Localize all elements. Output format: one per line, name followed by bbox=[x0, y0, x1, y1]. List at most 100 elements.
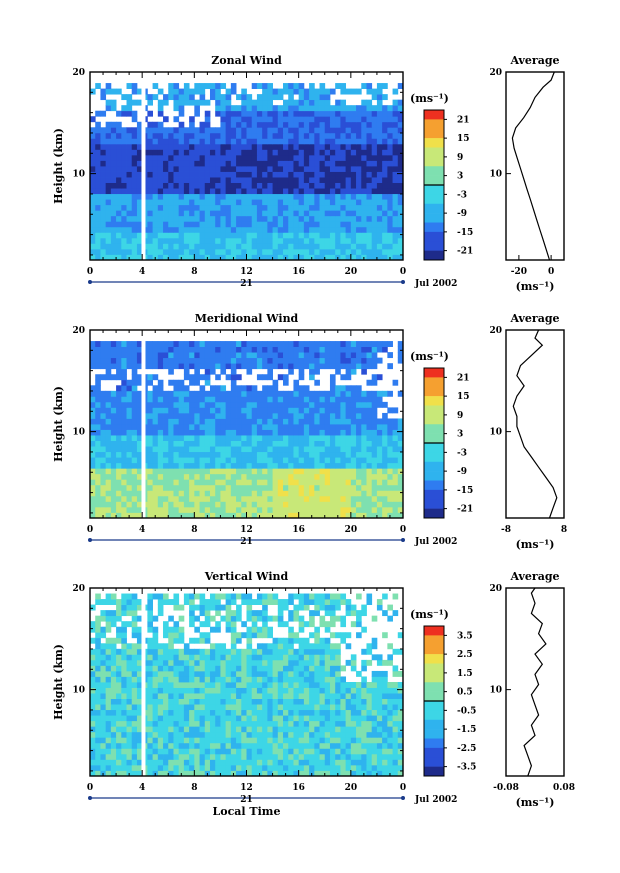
data-gap bbox=[141, 588, 146, 776]
colorbar-segment bbox=[424, 701, 444, 711]
colorbar-segment bbox=[424, 729, 444, 739]
colorbar-segment bbox=[424, 489, 444, 500]
colorbar-segment bbox=[424, 213, 444, 223]
average-y-tick-label: 20 bbox=[489, 326, 502, 336]
colorbar-tick-label: 9 bbox=[457, 153, 463, 163]
x-axis-label: Local Time bbox=[213, 805, 281, 818]
colorbar-tick-label: 21 bbox=[457, 373, 470, 383]
panel-0: Zonal Wind 0 4 8 12 16 20 0 10 20 Height (km) 21 Jul… bbox=[52, 54, 565, 293]
colorbar-segment bbox=[424, 738, 444, 749]
x-tick-label: 8 bbox=[191, 267, 197, 277]
panel-title: Vertical Wind bbox=[204, 570, 289, 583]
x-tick-label: 0 bbox=[87, 783, 93, 793]
colorbar-segment bbox=[424, 424, 444, 434]
panel-title: Meridional Wind bbox=[195, 312, 299, 325]
colorbar-segment bbox=[424, 138, 444, 148]
colorbar-tick-label: 3 bbox=[457, 430, 463, 440]
colorbar-segment bbox=[424, 377, 444, 388]
average-y-tick-label: 10 bbox=[489, 428, 502, 438]
y-tick-label: 20 bbox=[72, 326, 85, 336]
colorbar-tick-label: 2.5 bbox=[457, 650, 473, 660]
colorbar-segment bbox=[424, 508, 444, 519]
x-tick-label: 16 bbox=[292, 525, 305, 535]
heatmap-cells bbox=[90, 593, 404, 777]
average-y-tick-label: 10 bbox=[489, 686, 502, 696]
colorbar-segment bbox=[424, 166, 444, 176]
colorbar-segment bbox=[424, 747, 444, 758]
colorbar-tick-label: 3 bbox=[457, 172, 463, 182]
x-tick-label: 20 bbox=[345, 525, 358, 535]
panel-1: Meridional Wind 0 4 8 12 16 20 0 10 20 Height (km)… bbox=[52, 312, 567, 551]
colorbar-segment bbox=[424, 452, 444, 463]
colorbar-segment bbox=[424, 644, 444, 655]
colorbar-tick-label: -21 bbox=[457, 505, 473, 515]
colorbar-segment bbox=[424, 414, 444, 425]
colorbar-segment bbox=[424, 185, 444, 195]
colorbar-segment bbox=[424, 710, 444, 721]
colorbar-segment bbox=[424, 757, 444, 767]
data-gap bbox=[141, 72, 146, 260]
colorbar-segment bbox=[424, 433, 444, 444]
y-axis-label: Height (km) bbox=[52, 386, 65, 462]
average-profile-line bbox=[523, 587, 547, 777]
colorbar-segment bbox=[424, 194, 444, 205]
colorbar-segment bbox=[424, 499, 444, 509]
panel-title: Zonal Wind bbox=[211, 54, 282, 67]
colorbar-segment bbox=[424, 250, 444, 261]
colorbar-segment bbox=[424, 766, 444, 777]
heatmap-cells bbox=[90, 341, 404, 519]
average-x-tick-label: -0.08 bbox=[493, 783, 519, 793]
colorbar-segment bbox=[424, 396, 444, 406]
colorbar-segment bbox=[424, 672, 444, 683]
y-tick-label: 10 bbox=[72, 686, 85, 696]
average-title: Average bbox=[509, 54, 559, 67]
colorbar-tick-label: -3 bbox=[457, 190, 467, 200]
average-profile-line bbox=[512, 329, 558, 519]
x-tick-label: 8 bbox=[191, 525, 197, 535]
x-tick-label: 4 bbox=[139, 783, 145, 793]
colorbar-tick-label: -0.5 bbox=[457, 706, 476, 716]
data-gap bbox=[141, 330, 146, 518]
x-tick-label: 4 bbox=[139, 525, 145, 535]
average-y-tick-label: 10 bbox=[489, 170, 502, 180]
colorbar-segment bbox=[424, 156, 444, 167]
x-tick-label: 8 bbox=[191, 783, 197, 793]
colorbar-segment bbox=[424, 222, 444, 233]
colorbar-tick-label: -9 bbox=[457, 209, 467, 219]
colorbar-segment bbox=[424, 626, 444, 636]
average-profile-line bbox=[511, 71, 555, 261]
colorbar-tick-label: 0.5 bbox=[457, 688, 473, 698]
colorbar-segment bbox=[424, 691, 444, 702]
colorbar-tick-label: -3 bbox=[457, 448, 467, 458]
colorbar-tick-label: 15 bbox=[457, 134, 470, 144]
average-frame bbox=[505, 329, 565, 519]
colorbar-segment bbox=[424, 719, 444, 730]
x-tick-label: 12 bbox=[240, 525, 253, 535]
colorbar-tick-label: -21 bbox=[457, 247, 473, 257]
average-x-tick-label: -20 bbox=[511, 267, 527, 277]
x-tick-label: 0 bbox=[87, 267, 93, 277]
colorbar-tick-label: -15 bbox=[457, 486, 473, 496]
colorbar-segment bbox=[424, 147, 444, 158]
colorbar-segment bbox=[424, 203, 444, 214]
colorbar-tick-label: 3.5 bbox=[457, 631, 473, 641]
colorbar-tick-label: -1.5 bbox=[457, 725, 476, 735]
x-tick-label: 20 bbox=[345, 783, 358, 793]
x-tick-label: 16 bbox=[292, 783, 305, 793]
colorbar-segment bbox=[424, 175, 444, 186]
colorbar-segment bbox=[424, 231, 444, 242]
x-tick-label: 0 bbox=[87, 525, 93, 535]
heatmap-cells bbox=[90, 83, 404, 261]
colorbar-segment bbox=[424, 128, 444, 139]
colorbar-tick-label: -9 bbox=[457, 467, 467, 477]
date-label: Jul 2002 bbox=[414, 795, 457, 805]
colorbar-segment bbox=[424, 119, 444, 130]
y-tick-label: 20 bbox=[72, 584, 85, 594]
colorbar-segment bbox=[424, 443, 444, 453]
x-tick-label: 4 bbox=[139, 267, 145, 277]
y-tick-label: 20 bbox=[72, 68, 85, 78]
colorbar-tick-label: 15 bbox=[457, 392, 470, 402]
colorbar-segment bbox=[424, 654, 444, 664]
day-label: 21 bbox=[240, 279, 253, 289]
day-label: 21 bbox=[240, 537, 253, 547]
